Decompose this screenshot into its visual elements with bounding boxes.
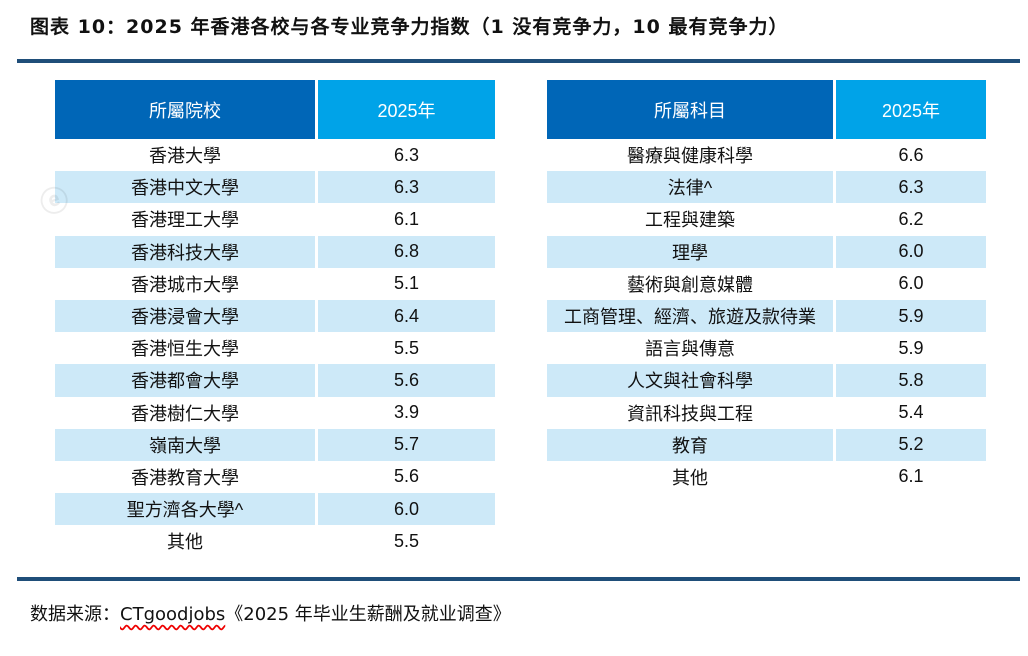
row-label: 香港浸會大學 bbox=[55, 299, 317, 333]
row-value: 5.9 bbox=[833, 299, 986, 333]
schools-table: 所屬院校 2025年 香港大學 6.3 香港中文大學 6.3 香港理工大學 6.1 香港科技… bbox=[55, 80, 495, 558]
row-value: 5.9 bbox=[833, 332, 986, 365]
row-value: 5.4 bbox=[833, 396, 986, 429]
row-label: 醫療與健康科學 bbox=[627, 146, 753, 167]
bottom-rule bbox=[17, 577, 1020, 581]
table-row: 香港恒生大學 5.5 bbox=[55, 332, 495, 365]
row-label: 資訊科技與工程 bbox=[627, 403, 753, 424]
table-row: 香港樹仁大學 3.9 bbox=[55, 396, 495, 429]
table-row: 香港城市大學 5.1 bbox=[55, 267, 495, 300]
row-value: 6.3 bbox=[315, 139, 495, 172]
table-row: 工程與建築 6.2 bbox=[547, 203, 986, 236]
row-value: 5.6 bbox=[315, 364, 495, 397]
table-row: 醫療與健康科學 6.6 bbox=[547, 139, 986, 172]
top-rule bbox=[17, 59, 1020, 63]
row-value: 5.8 bbox=[833, 364, 986, 397]
table-row: 聖方濟各大學^ 6.0 bbox=[55, 493, 495, 526]
table-row: 法律^ 6.3 bbox=[547, 171, 986, 204]
row-value: 5.6 bbox=[315, 460, 495, 494]
row-value: 6.8 bbox=[315, 235, 495, 268]
row-value: 5.1 bbox=[315, 267, 495, 300]
row-label: 香港大學 bbox=[149, 146, 221, 167]
page-title: 图表 10：2025 年香港各校与各专业竞争力指数（1 没有竞争力，10 最有竞… bbox=[30, 16, 789, 38]
table-row: 其他 6.1 bbox=[547, 460, 986, 494]
table-row: 工商管理、經濟、旅遊及款待業 5.9 bbox=[547, 299, 986, 333]
row-label: 香港城市大學 bbox=[131, 274, 239, 295]
source-label: 数据来源： bbox=[30, 604, 120, 625]
row-value: 6.3 bbox=[833, 171, 986, 204]
row-label: 教育 bbox=[547, 428, 835, 461]
table-row: 藝術與創意媒體 6.0 bbox=[547, 267, 986, 300]
row-label: 香港都會大學 bbox=[55, 364, 317, 397]
row-label: 嶺南大學 bbox=[55, 428, 317, 461]
row-label: 其他 bbox=[167, 532, 203, 553]
row-label: 法律^ bbox=[547, 171, 835, 204]
table-row: 香港大學 6.3 bbox=[55, 139, 495, 172]
table-row: 香港中文大學 6.3 bbox=[55, 171, 495, 204]
header-year: 2025年 bbox=[315, 80, 495, 139]
row-value: 6.3 bbox=[315, 171, 495, 204]
header-school: 所屬院校 bbox=[55, 80, 317, 139]
table-row: 其他 5.5 bbox=[55, 525, 495, 558]
subjects-table: 所屬科目 2025年 醫療與健康科學 6.6 法律^ 6.3 工程與建築 6.2 理學 6.0… bbox=[547, 80, 986, 494]
row-value: 6.0 bbox=[833, 267, 986, 300]
table-row: 香港都會大學 5.6 bbox=[55, 364, 495, 397]
table-row: 香港浸會大學 6.4 bbox=[55, 299, 495, 333]
row-label: 香港科技大學 bbox=[55, 235, 317, 268]
table-row: 語言與傳意 5.9 bbox=[547, 332, 986, 365]
row-label: 工程與建築 bbox=[645, 210, 735, 231]
row-label: 藝術與創意媒體 bbox=[627, 274, 753, 295]
row-label: 聖方濟各大學^ bbox=[55, 493, 317, 526]
row-value: 6.1 bbox=[315, 203, 495, 236]
table-row: 理學 6.0 bbox=[547, 235, 986, 268]
table-row: 香港科技大學 6.8 bbox=[55, 235, 495, 268]
table-row: 嶺南大學 5.7 bbox=[55, 428, 495, 461]
row-value: 5.7 bbox=[315, 428, 495, 461]
table-row: 教育 5.2 bbox=[547, 428, 986, 461]
row-value: 6.0 bbox=[833, 235, 986, 268]
row-label: 香港教育大學 bbox=[131, 467, 239, 488]
source-brand: CTgoodjobs bbox=[120, 604, 226, 625]
row-label: 工商管理、經濟、旅遊及款待業 bbox=[547, 299, 835, 333]
row-label: 香港樹仁大學 bbox=[131, 403, 239, 424]
source-note: 数据来源：CTgoodjobs《2025 年毕业生薪酬及就业调查》 bbox=[30, 600, 511, 626]
row-value: 6.4 bbox=[315, 299, 495, 333]
table-row: 香港理工大學 6.1 bbox=[55, 203, 495, 236]
table-row: 香港教育大學 5.6 bbox=[55, 460, 495, 494]
row-label: 語言與傳意 bbox=[645, 339, 735, 360]
row-value: 6.1 bbox=[833, 460, 986, 494]
row-value: 3.9 bbox=[315, 396, 495, 429]
row-value: 5.5 bbox=[315, 332, 495, 365]
row-value: 6.0 bbox=[315, 493, 495, 526]
row-label: 其他 bbox=[672, 467, 708, 488]
table-row: 人文與社會科學 5.8 bbox=[547, 364, 986, 397]
table-row: 資訊科技與工程 5.4 bbox=[547, 396, 986, 429]
row-value: 5.2 bbox=[833, 428, 986, 461]
row-label: 理學 bbox=[547, 235, 835, 268]
source-text: 《2025 年毕业生薪酬及就业调查》 bbox=[225, 604, 511, 625]
row-value: 6.6 bbox=[833, 139, 986, 172]
row-value: 5.5 bbox=[315, 525, 495, 558]
row-label: 香港理工大學 bbox=[131, 210, 239, 231]
header-subject: 所屬科目 bbox=[547, 80, 835, 139]
row-label: 香港恒生大學 bbox=[131, 339, 239, 360]
row-label: 人文與社會科學 bbox=[547, 364, 835, 397]
row-label: 香港中文大學 bbox=[55, 171, 317, 204]
row-value: 6.2 bbox=[833, 203, 986, 236]
header-year: 2025年 bbox=[833, 80, 986, 139]
